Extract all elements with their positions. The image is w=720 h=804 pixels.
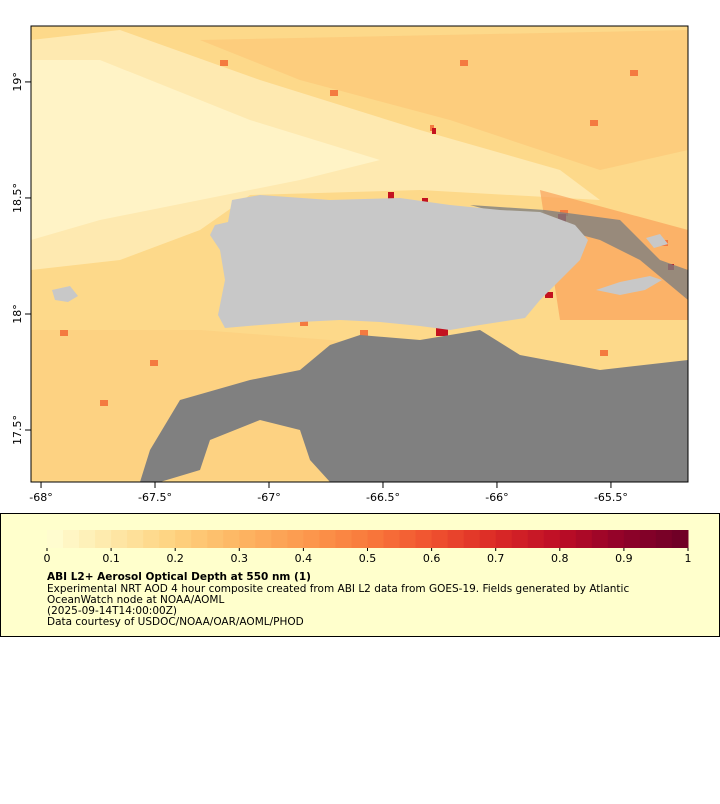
land-puerto-rico <box>210 195 588 330</box>
caption-line: Data courtesy of USDOC/NOAA/OAR/AOML/PHO… <box>47 616 304 628</box>
land-mona <box>52 286 78 302</box>
x-tick-label: -67.5° <box>138 491 172 504</box>
colorbar-swatch <box>655 530 673 548</box>
legend-title: ABI L2+ Aerosol Optical Depth at 550 nm … <box>47 571 311 583</box>
colorbar-swatch <box>223 530 240 548</box>
colorbar-swatch <box>671 530 689 548</box>
no-data-region <box>470 205 688 300</box>
colorbar-swatch <box>335 530 352 548</box>
colorbar-swatch <box>367 530 385 548</box>
field-orange <box>200 30 688 170</box>
x-tick-label: -65.5° <box>594 491 628 504</box>
colorbar-swatch <box>623 530 641 548</box>
colorbar-swatch <box>255 530 272 548</box>
no-data-region <box>140 330 688 482</box>
axes: -68° -67.5° -67° -66.5° -66° -65.5° 17.5° 18° 18… <box>11 72 628 504</box>
colorbar-tick-label: 0.9 <box>615 552 633 565</box>
caption-line: (2025-09-14T14:00:00Z) <box>47 605 177 617</box>
colorbar-tick-label: 1 <box>685 552 692 565</box>
colorbar-swatch <box>591 530 609 548</box>
y-tick-label: 18.5° <box>11 183 24 213</box>
colorbar-swatch <box>511 530 529 548</box>
colorbar-swatch <box>479 530 497 548</box>
caption-line: OceanWatch node at NOAA/AOML <box>47 594 224 606</box>
colorbar-tick-label: 0.1 <box>102 552 120 565</box>
colorbar-swatch <box>639 530 657 548</box>
plot-frame <box>30 25 689 483</box>
colorbar-tick-label: 0.5 <box>359 552 377 565</box>
colorbar-swatch <box>559 530 577 548</box>
colorbar-swatch <box>575 530 593 548</box>
colorbar-swatch <box>191 530 208 548</box>
colorbar-swatch <box>607 530 625 548</box>
colorbar: 0 0.1 0.2 0.3 0.4 0.5 0.6 0.7 0.8 0.9 1 <box>44 530 692 565</box>
colorbar-tick-label: 0.2 <box>166 552 184 565</box>
colorbar-swatch <box>431 530 449 548</box>
land-vieques <box>596 276 662 295</box>
colorbar-swatch <box>207 530 224 548</box>
colorbar-swatch <box>351 530 368 548</box>
colorbar-swatch <box>303 530 320 548</box>
colorbar-swatch <box>143 530 160 548</box>
colorbar-tick-label: 0.3 <box>231 552 249 565</box>
colorbar-swatch <box>271 530 288 548</box>
colorbar-swatch <box>111 530 128 548</box>
colorbar-tick-label: 0 <box>44 552 51 565</box>
colorbar-swatch <box>287 530 304 548</box>
colorbar-swatch <box>495 530 513 548</box>
x-tick-label: -68° <box>29 491 52 504</box>
colorbar-tick-label: 0.8 <box>551 552 569 565</box>
colorbar-swatch <box>527 530 545 548</box>
y-tick-label: 17.5° <box>11 415 24 445</box>
colorbar-swatch <box>399 530 417 548</box>
colorbar-swatch <box>159 530 176 548</box>
x-tick-label: -66° <box>485 491 508 504</box>
colorbar-swatch <box>415 530 433 548</box>
y-tick-label: 19° <box>11 72 24 92</box>
x-tick-label: -66.5° <box>366 491 400 504</box>
x-tick-label: -67° <box>257 491 280 504</box>
colorbar-tick-label: 0.4 <box>295 552 313 565</box>
aod-field <box>31 26 688 482</box>
colorbar-swatch <box>463 530 481 548</box>
y-tick-label: 18° <box>11 304 24 324</box>
colorbar-swatch <box>383 530 401 548</box>
haze-lighter <box>31 60 380 240</box>
colorbar-swatch <box>127 530 144 548</box>
colorbar-swatch <box>79 530 96 548</box>
colorbar-swatch <box>319 530 336 548</box>
colorbar-swatch <box>63 530 80 548</box>
colorbar-swatch <box>175 530 192 548</box>
caption-line: Experimental NRT AOD 4 hour composite cr… <box>47 583 629 595</box>
colorbar-tick-label: 0.6 <box>423 552 441 565</box>
colorbar-swatch <box>543 530 561 548</box>
colorbar-tick-label: 0.7 <box>487 552 505 565</box>
colorbar-swatch <box>47 530 64 548</box>
colorbar-swatch <box>447 530 465 548</box>
land-culebra <box>646 234 668 248</box>
colorbar-swatch <box>239 530 256 548</box>
colorbar-swatch <box>95 530 112 548</box>
